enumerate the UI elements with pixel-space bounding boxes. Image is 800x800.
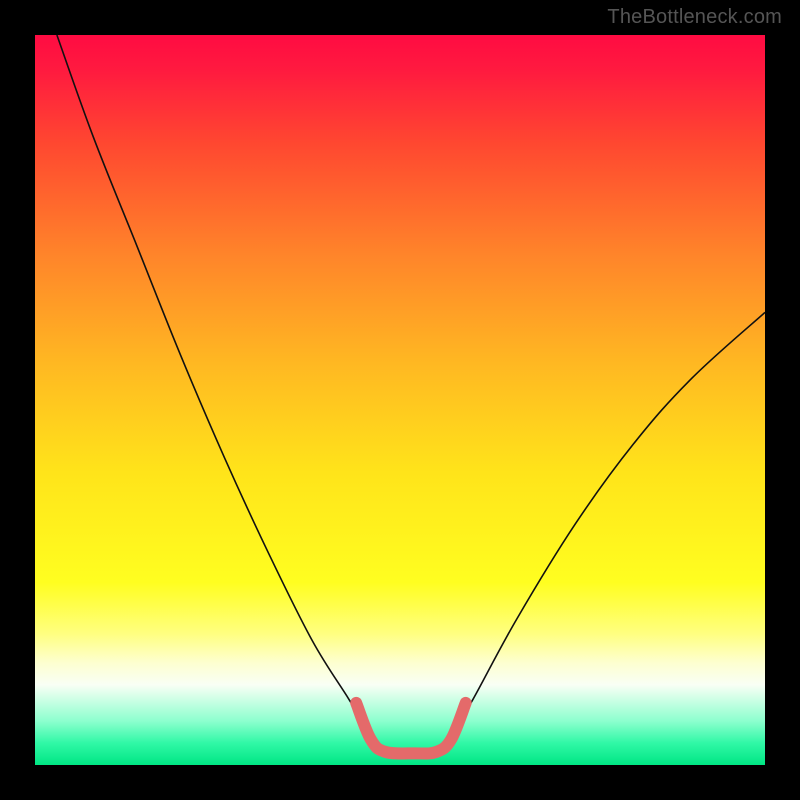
plot-background [35, 35, 765, 765]
bottleneck-chart [0, 0, 800, 800]
watermark-text: TheBottleneck.com [607, 6, 782, 29]
